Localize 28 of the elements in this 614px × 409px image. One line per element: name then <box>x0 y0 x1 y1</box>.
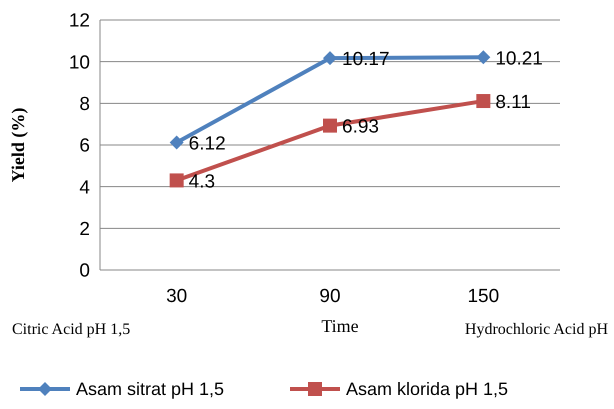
y-tick-label: 4 <box>79 177 90 198</box>
legend-label: Asam klorida pH 1,5 <box>346 379 508 399</box>
x-tick-label: 150 <box>467 286 500 307</box>
legend-label: Asam sitrat pH 1,5 <box>76 379 224 399</box>
y-tick-label: 6 <box>79 136 90 157</box>
point <box>170 173 184 188</box>
data-label: 10.17 <box>342 49 390 70</box>
y-tick-label: 8 <box>79 94 90 115</box>
data-label: 6.93 <box>342 116 379 138</box>
point <box>323 118 337 133</box>
x-tick-label: 90 <box>319 286 341 307</box>
point <box>476 50 490 64</box>
text: Citric Acid pH 1,5 <box>12 321 130 338</box>
y-tick-label: 12 <box>68 10 90 32</box>
x-axis-title: Time <box>321 316 359 336</box>
x-tick-label: 30 <box>166 286 188 307</box>
y-tick-label: 2 <box>79 218 90 240</box>
point <box>323 51 337 66</box>
data-label: 4.3 <box>188 171 216 192</box>
data-label: 10.21 <box>495 48 543 70</box>
y-tick-label: 0 <box>79 260 90 282</box>
data-label: 6.12 <box>188 134 226 154</box>
y-axis-title: Yield (%) <box>8 108 28 182</box>
data-label: 8.11 <box>495 92 531 114</box>
text: Hydrochloric Acid pH <box>464 321 608 338</box>
y-tick-label: 10 <box>68 52 90 74</box>
point <box>170 136 184 150</box>
point <box>476 94 490 108</box>
